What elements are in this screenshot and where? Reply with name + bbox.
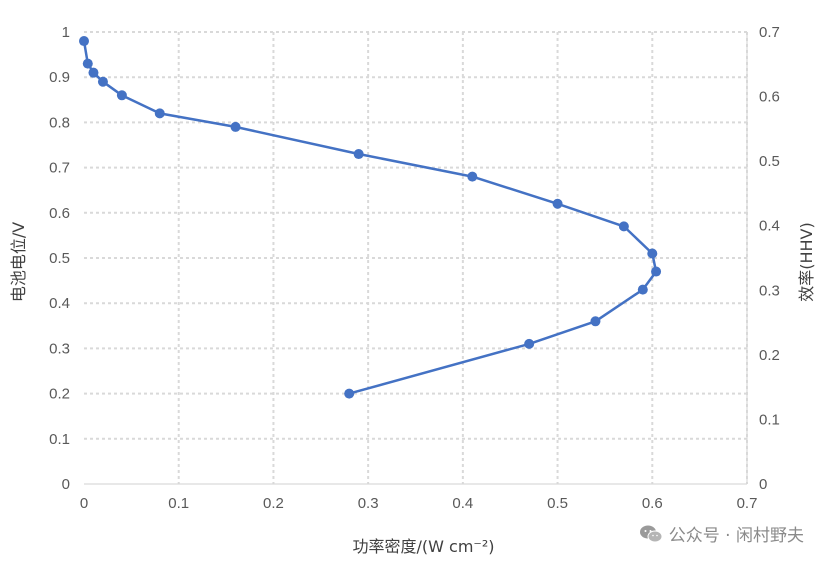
y-tick-label: 0.4	[49, 295, 70, 312]
data-point	[154, 108, 165, 119]
y-tick-label: 0.9	[49, 69, 70, 86]
watermark-text: 公众号 · 闲村野夫	[668, 526, 804, 546]
y2-tick-label: 0.7	[759, 24, 780, 41]
y-tick-label: 0.2	[49, 386, 70, 403]
x-tick-label: 0.3	[358, 495, 379, 512]
y-axis-title: 电池电位/V	[9, 222, 28, 302]
y-tick-label: 0.6	[49, 205, 70, 222]
x-tick-label: 0.5	[547, 495, 568, 512]
y2-tick-label: 0.1	[759, 411, 780, 428]
y2-tick-label: 0.3	[759, 282, 780, 299]
y-tick-label: 0.5	[49, 250, 70, 267]
x-axis-title: 功率密度/(W cm⁻²)	[352, 537, 494, 556]
data-point	[116, 90, 127, 101]
y-tick-label: 1	[62, 24, 70, 41]
data-point	[230, 121, 241, 132]
y2-tick-label: 0	[759, 476, 767, 493]
y-tick-label: 0.8	[49, 114, 70, 131]
axes	[84, 32, 748, 485]
data-point	[524, 338, 535, 349]
data-point	[88, 67, 99, 78]
data-point	[82, 58, 93, 69]
wechat-icon	[639, 525, 663, 542]
series-potential	[79, 36, 662, 399]
data-point	[79, 36, 89, 47]
y2-tick-label: 0.2	[759, 347, 780, 364]
x-tick-label: 0.6	[642, 495, 663, 512]
data-point	[590, 316, 601, 327]
y2-axis-title: 效率(HHV)	[797, 222, 816, 302]
data-point	[647, 248, 658, 259]
data-point	[618, 221, 629, 232]
data-point	[637, 284, 648, 295]
data-point	[651, 266, 662, 277]
y2-tick-label: 0.4	[759, 218, 780, 235]
y2-tick-label: 0.6	[759, 89, 780, 106]
data-point	[552, 198, 563, 209]
y-tick-label: 0	[62, 476, 70, 493]
tick-labels: 0 0.1 0.2 0.3 0.4 0.5 0.6 0.7 0.8 0.9 1 0 0.1 0.2 0.3 0…	[49, 24, 780, 512]
watermark: 公众号 · 闲村野夫	[639, 521, 804, 546]
x-tick-label: 0.4	[452, 495, 473, 512]
x-tick-label: 0.1	[168, 495, 189, 512]
series-line	[82, 40, 658, 395]
y2-tick-label: 0.5	[759, 153, 780, 170]
data-point	[97, 76, 108, 87]
grid	[84, 31, 748, 484]
data-point	[353, 149, 364, 160]
data-point	[467, 171, 478, 182]
y-tick-label: 0.7	[49, 160, 70, 177]
y-tick-label: 0.3	[49, 340, 70, 357]
x-tick-label: 0.2	[263, 495, 284, 512]
x-tick-label: 0	[80, 495, 88, 512]
data-point	[344, 388, 355, 399]
y-tick-label: 0.1	[49, 431, 70, 448]
x-tick-label: 0.7	[737, 495, 758, 512]
